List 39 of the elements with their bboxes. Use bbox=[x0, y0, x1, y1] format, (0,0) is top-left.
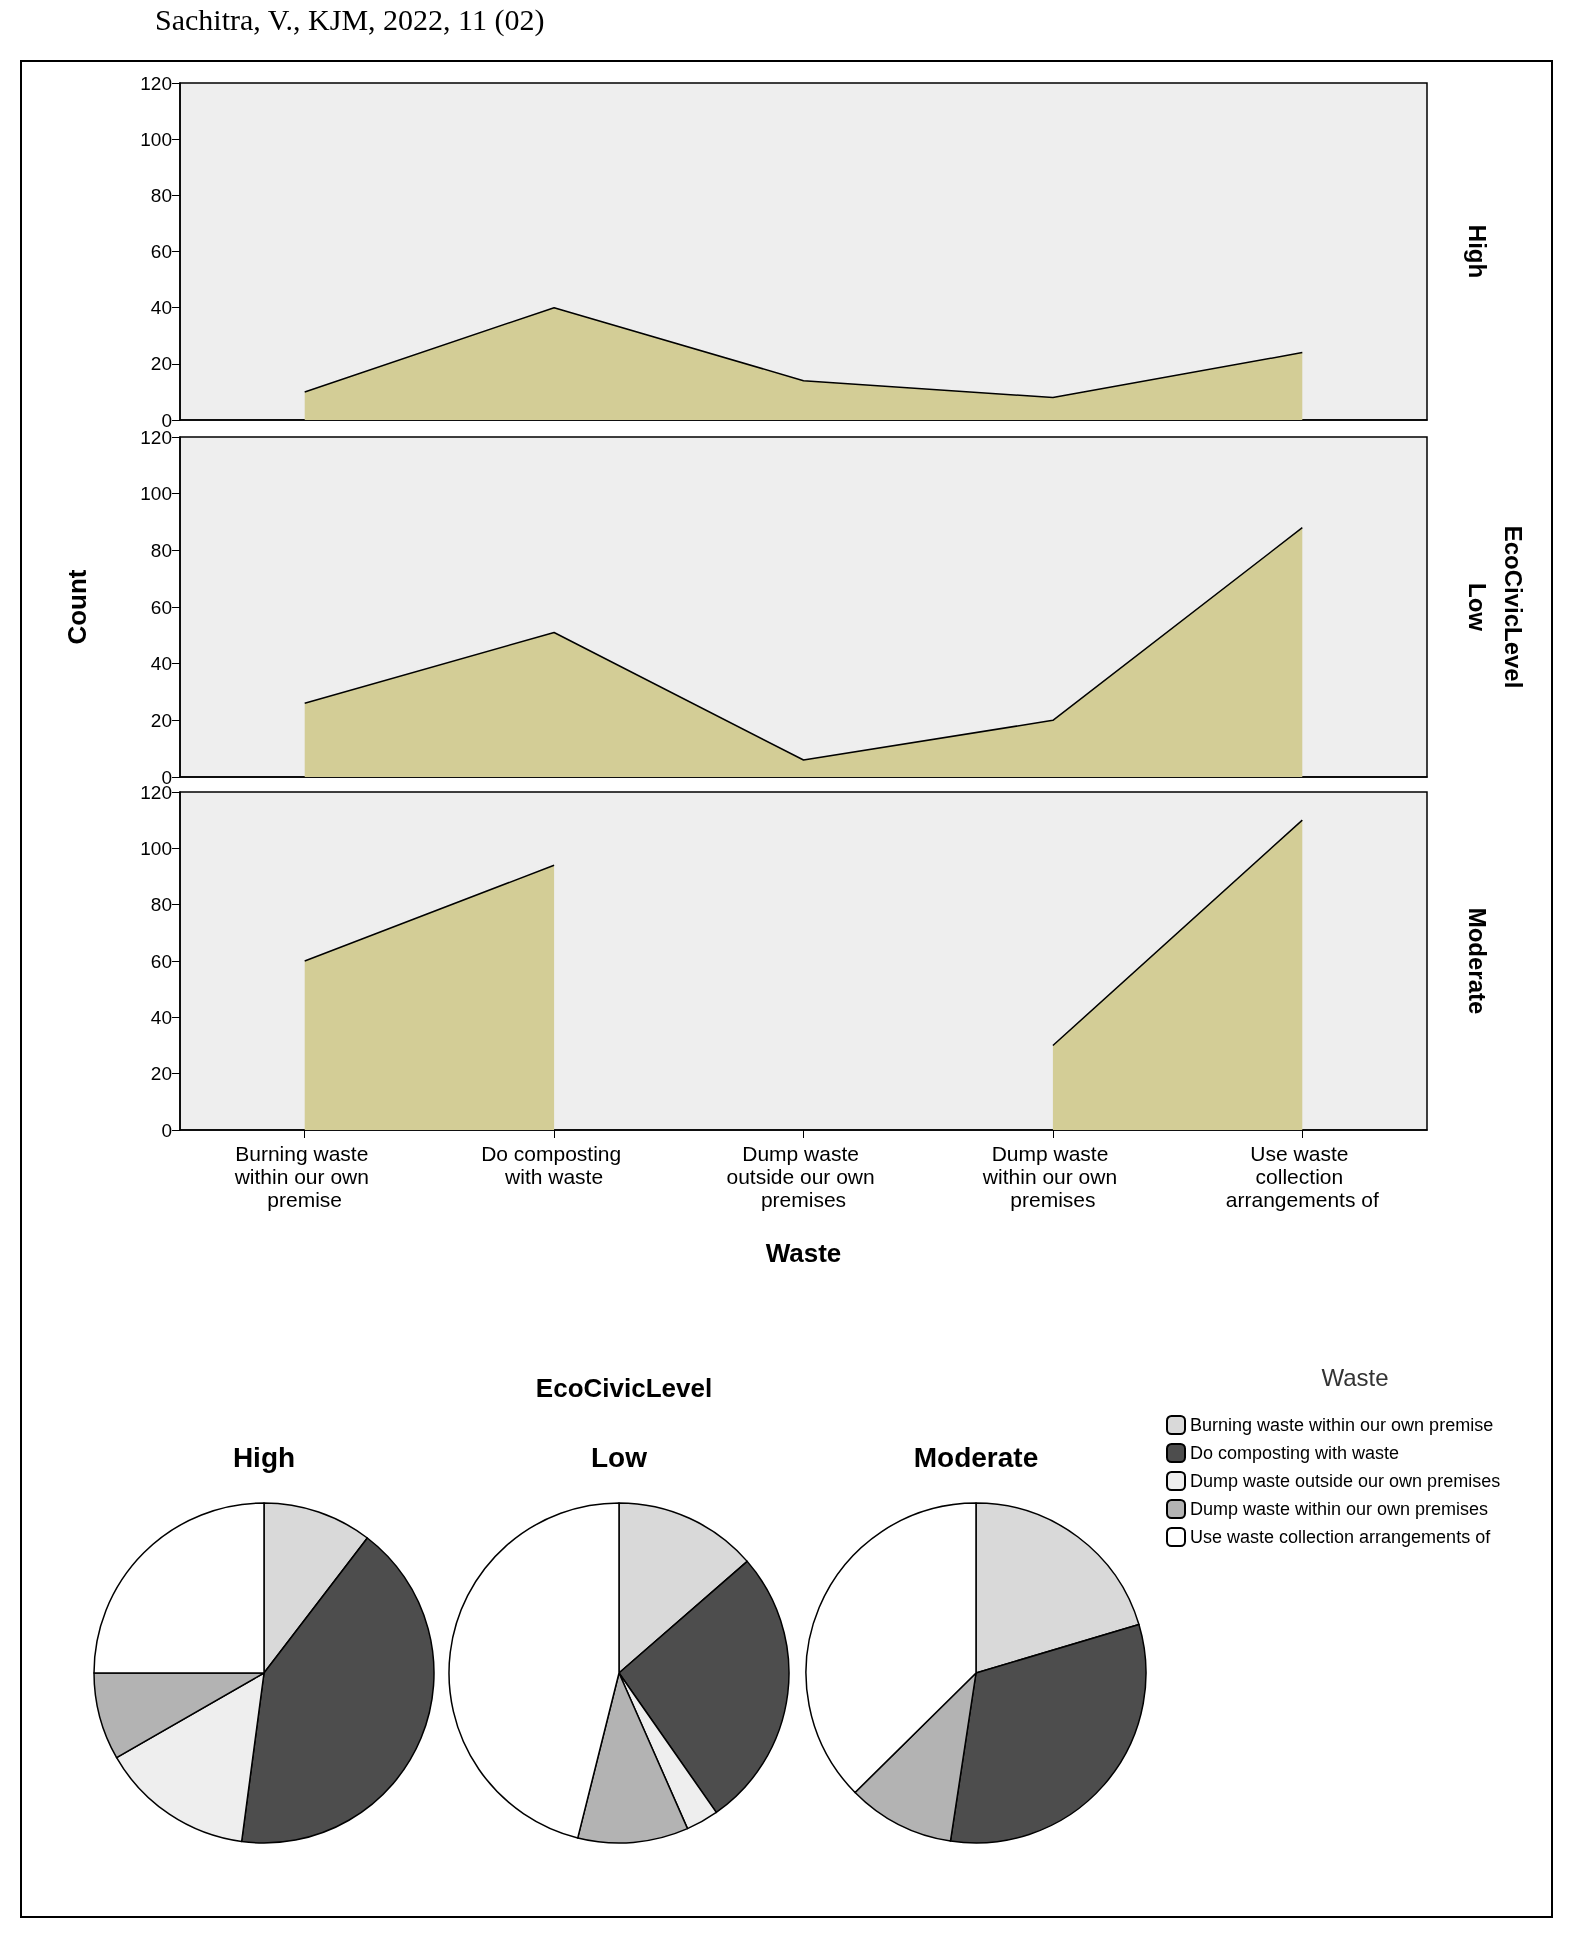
legend-label: Dump waste outside our own premises bbox=[1190, 1471, 1501, 1491]
chart-title: EcoCivicLevel bbox=[535, 1373, 713, 1403]
y-tick-label: 100 bbox=[140, 483, 172, 505]
y2-axis-title: Moderate bbox=[1463, 907, 1491, 1015]
y-tick-label: 100 bbox=[140, 837, 172, 859]
y2-axis-title: High bbox=[1463, 224, 1491, 279]
slice-label: Moderate bbox=[913, 1441, 1039, 1473]
y-tick-label: 60 bbox=[150, 596, 172, 618]
legend-title: Waste bbox=[1321, 1363, 1389, 1391]
y-tick-label: 40 bbox=[150, 653, 172, 675]
y-tick-label: 20 bbox=[150, 709, 172, 731]
y-tick-label: 40 bbox=[150, 297, 172, 319]
y-tick-label: 40 bbox=[150, 1006, 172, 1028]
legend-label: Burning waste within our own premise bbox=[1190, 1415, 1494, 1435]
y-tick-label: 0 bbox=[161, 1119, 172, 1141]
y-tick-label: 60 bbox=[150, 950, 172, 972]
y-tick-label: 60 bbox=[150, 241, 172, 262]
slice-label: Low bbox=[591, 1441, 648, 1473]
x-tick-label: Dump waste outside our own premises bbox=[726, 1142, 881, 1211]
y-tick-label: 80 bbox=[150, 539, 172, 561]
x-tick-label: Dump waste within our own premises bbox=[981, 1142, 1123, 1211]
x-tick-label: Burning waste within our own premise bbox=[233, 1142, 375, 1211]
slice-label: High bbox=[232, 1441, 296, 1473]
legend-label: Use waste collection arrangements of bbox=[1190, 1527, 1492, 1547]
text: Sachitra, V., KJM, 2022, 11 (02) bbox=[155, 2, 545, 37]
y-tick-label: 120 bbox=[140, 72, 172, 94]
y-tick-label: 80 bbox=[150, 894, 172, 916]
y-tick-label: 20 bbox=[150, 1063, 172, 1085]
text: EcoCivicLevel bbox=[1499, 525, 1527, 689]
x-tick-label: Use waste collection arrangements of bbox=[1225, 1142, 1379, 1211]
legend-label: Dump waste within our own premises bbox=[1190, 1499, 1489, 1519]
y-tick-label: 80 bbox=[150, 184, 172, 206]
y-tick-label: 100 bbox=[140, 128, 172, 150]
x-tick-label: Do composting with waste bbox=[481, 1142, 628, 1188]
legend-label: Do composting with waste bbox=[1190, 1443, 1400, 1463]
y-axis-title: Count bbox=[62, 569, 92, 645]
y-tick-label: 20 bbox=[150, 353, 172, 375]
x-axis-title: Waste bbox=[765, 1238, 842, 1268]
y2-axis-title: Low bbox=[1463, 583, 1491, 632]
